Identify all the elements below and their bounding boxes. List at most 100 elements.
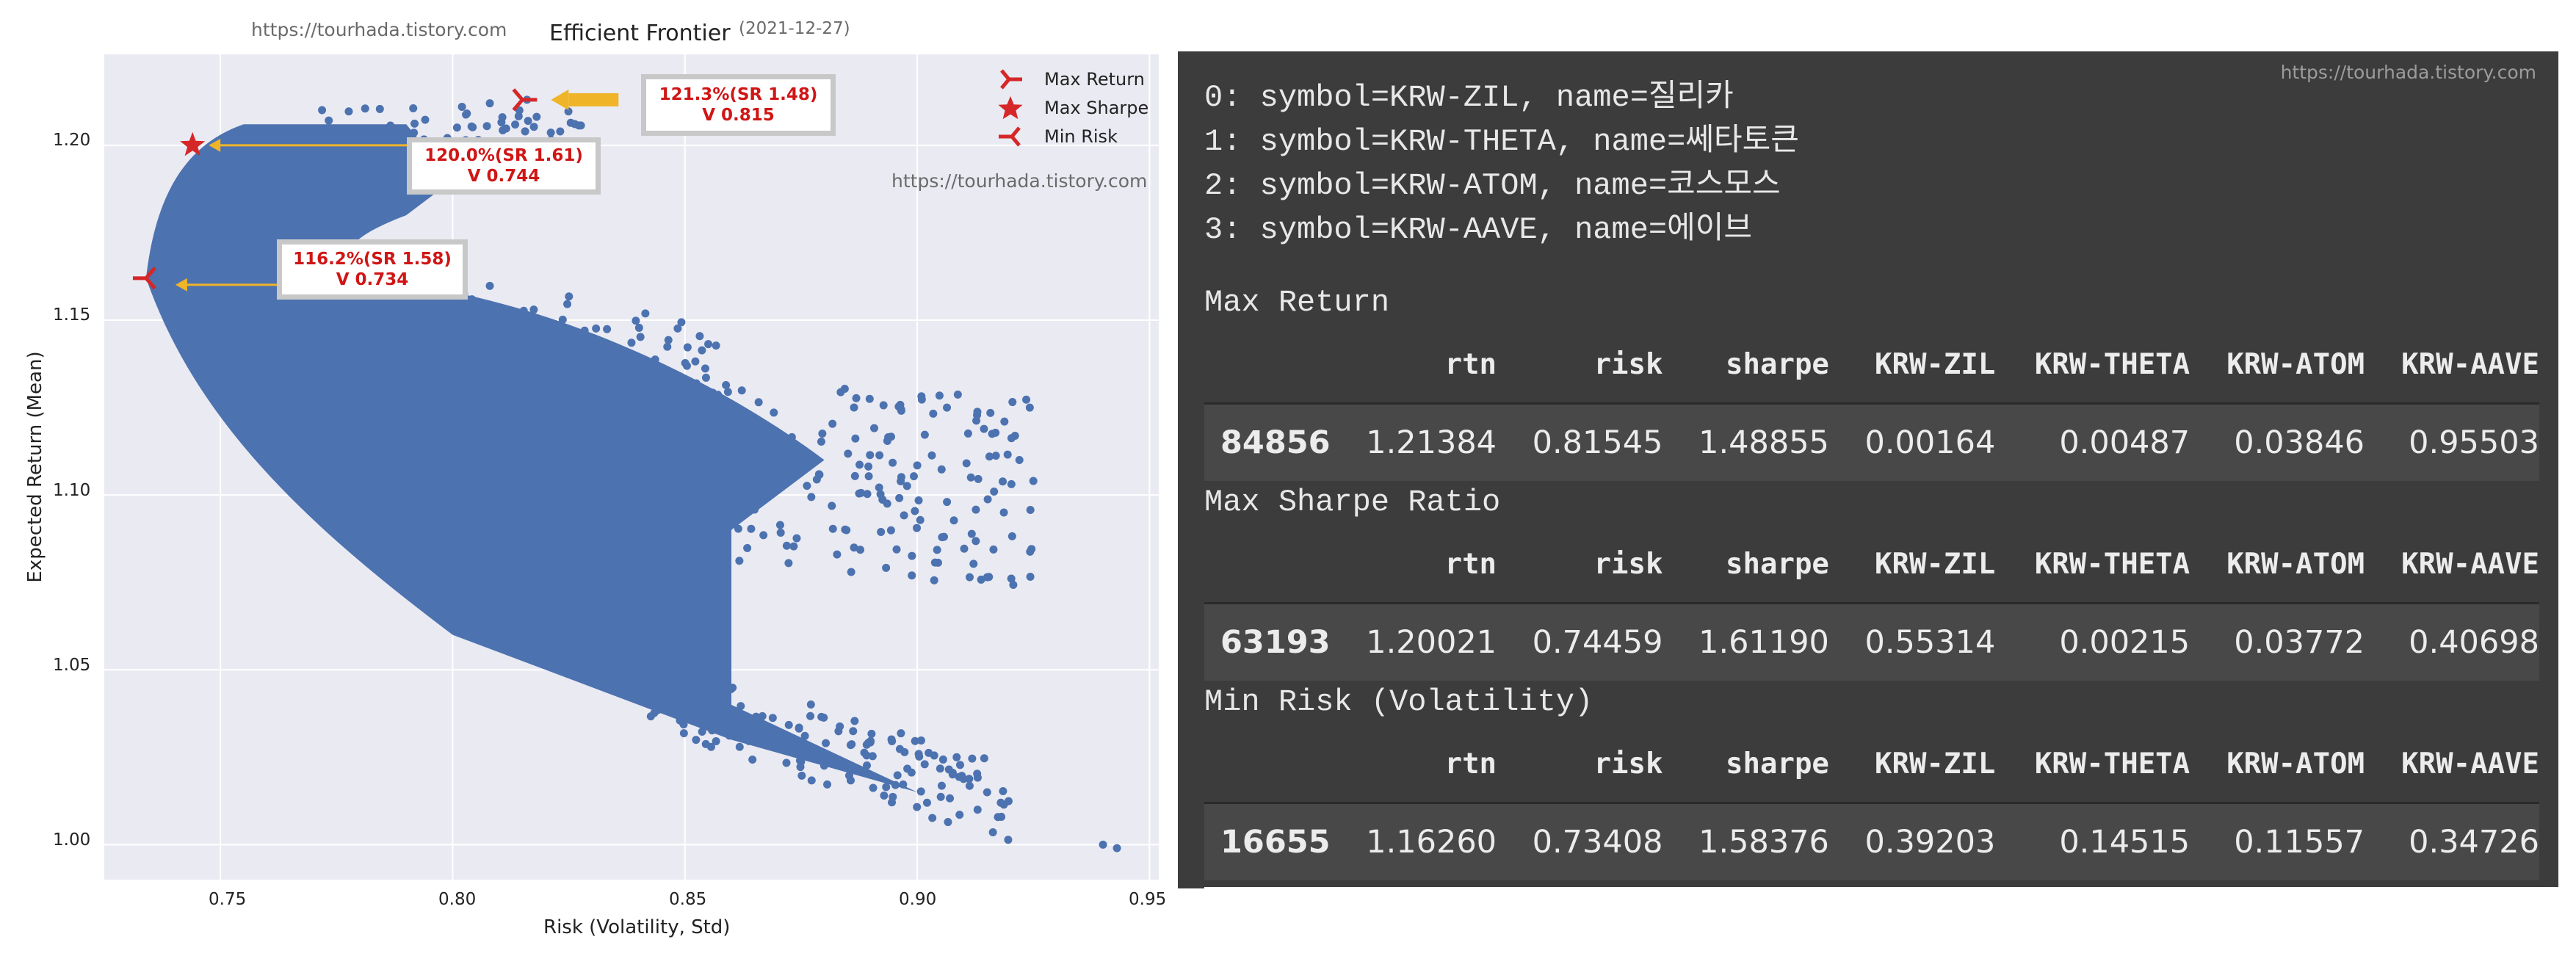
data-point	[1026, 572, 1035, 581]
data-point	[679, 718, 687, 727]
data-point	[344, 107, 353, 116]
data-point	[485, 281, 494, 290]
data-point	[668, 684, 677, 692]
data-point	[891, 781, 900, 789]
data-point	[911, 736, 919, 745]
data-point	[879, 401, 888, 410]
data-point	[944, 818, 952, 827]
data-point	[899, 780, 908, 789]
data-point	[888, 798, 897, 807]
table-header-row: rtn risk sharpe KRW-ZIL KRW-THETA KRW-AT…	[1204, 526, 2539, 604]
data-point	[578, 398, 587, 407]
data-point	[922, 798, 931, 807]
data-point	[515, 345, 524, 354]
data-point	[803, 482, 811, 490]
data-point	[844, 449, 853, 458]
data-point	[911, 507, 919, 515]
legend-max-return: Max Return	[993, 65, 1148, 93]
data-point	[807, 493, 816, 501]
data-point	[580, 526, 589, 535]
data-point	[683, 510, 692, 519]
data-point	[598, 358, 607, 367]
data-point	[943, 498, 952, 507]
data-point	[908, 551, 916, 560]
data-point	[529, 305, 538, 314]
data-point	[917, 392, 926, 401]
col-header	[1204, 526, 1331, 604]
table-header-row: rtn risk sharpe KRW-ZIL KRW-THETA KRW-AT…	[1204, 725, 2539, 804]
data-point	[691, 357, 700, 366]
cell: 0.40698	[2365, 603, 2539, 681]
watermark-inside: https://tourhada.tistory.com	[891, 170, 1148, 192]
cell: 0.95503	[2365, 403, 2539, 481]
data-point	[318, 106, 327, 115]
data-point	[817, 712, 826, 721]
data-point	[966, 473, 975, 482]
cell: 0.03772	[2190, 603, 2365, 681]
data-point	[782, 541, 791, 550]
star-icon	[998, 95, 1023, 119]
data-point	[482, 122, 491, 131]
data-point	[936, 764, 944, 773]
data-point	[755, 468, 764, 477]
annotation-min-risk-line1: 116.2%(SR 1.58)	[293, 250, 452, 269]
chart-title: Efficient Frontier	[549, 21, 731, 46]
data-point	[863, 490, 872, 499]
data-point	[850, 471, 859, 480]
data-point	[701, 364, 709, 373]
data-point	[743, 501, 752, 510]
data-point	[467, 312, 476, 321]
data-point	[973, 408, 982, 416]
data-point	[546, 496, 555, 504]
data-point	[716, 543, 725, 552]
tri-left-icon	[1000, 68, 1022, 90]
data-point	[660, 466, 669, 475]
data-point	[1008, 398, 1017, 407]
data-point	[882, 783, 891, 792]
col-header: risk	[1497, 725, 1663, 804]
table-min-risk: rtn risk sharpe KRW-ZIL KRW-THETA KRW-AT…	[1204, 725, 2539, 880]
data-point	[711, 703, 720, 711]
data-point	[973, 805, 982, 814]
data-point	[1026, 505, 1035, 514]
data-point	[480, 328, 489, 337]
data-point	[573, 406, 582, 415]
data-point	[855, 460, 864, 469]
data-point	[627, 338, 636, 347]
y-tick-label: 1.15	[53, 305, 91, 325]
y-tick-label: 1.20	[53, 131, 91, 150]
data-point	[634, 323, 643, 332]
data-point	[602, 366, 611, 375]
table-max-return: rtn risk sharpe KRW-ZIL KRW-THETA KRW-AT…	[1204, 326, 2539, 481]
data-point	[812, 475, 821, 484]
data-point	[886, 526, 895, 535]
data-point	[752, 712, 761, 721]
data-point	[933, 546, 941, 554]
data-point	[944, 765, 953, 774]
data-point	[543, 368, 551, 377]
data-point	[866, 451, 875, 460]
data-point	[736, 731, 745, 739]
data-point	[524, 117, 532, 126]
data-point	[579, 468, 588, 477]
data-point	[592, 324, 601, 333]
data-point	[723, 709, 732, 717]
data-point	[823, 780, 832, 789]
data-point	[692, 736, 701, 745]
data-point	[703, 482, 712, 491]
data-point	[784, 559, 793, 568]
data-point	[867, 729, 876, 738]
data-point	[963, 429, 972, 438]
table-title-max-sharpe: Max Sharpe Ratio	[1204, 485, 1501, 520]
cell: 0.03846	[2190, 403, 2365, 481]
col-header: KRW-THETA	[1995, 326, 2190, 405]
data-point	[828, 501, 836, 510]
chart-date: (2021-12-27)	[739, 19, 850, 38]
data-point	[698, 346, 706, 355]
data-point	[521, 127, 529, 136]
col-header: KRW-ATOM	[2190, 326, 2365, 405]
data-point	[895, 493, 904, 502]
table-title-min-risk: Min Risk (Volatility)	[1204, 684, 1593, 720]
data-point	[928, 814, 937, 822]
data-point	[892, 545, 901, 554]
